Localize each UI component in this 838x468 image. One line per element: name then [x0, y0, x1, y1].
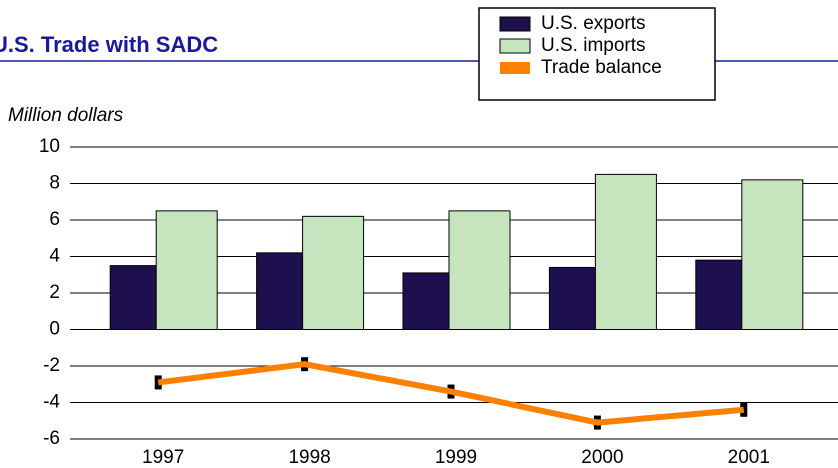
legend-swatch	[500, 62, 530, 74]
legend-label: Trade balance	[541, 57, 662, 78]
chart-title: U.S. Trade with SADC	[0, 32, 218, 57]
bar	[741, 179, 804, 330]
y-tick-label: 10	[39, 136, 60, 157]
bar	[695, 259, 743, 330]
bar	[256, 252, 304, 331]
legend-label: U.S. imports	[541, 35, 646, 56]
y-tick-label: 2	[49, 282, 60, 303]
y-tick-label: 8	[49, 173, 60, 194]
x-tick-label: 1998	[288, 447, 330, 468]
bar	[448, 210, 511, 330]
y-tick-label: 0	[49, 319, 60, 340]
x-tick-label: 2000	[581, 447, 623, 468]
bar	[402, 272, 450, 330]
y-tick-label: -6	[43, 428, 60, 449]
bar	[594, 173, 657, 330]
x-tick-label: 1999	[435, 447, 477, 468]
x-tick-label: 2001	[728, 447, 770, 468]
legend-label: U.S. exports	[541, 13, 646, 34]
x-tick-label: 1997	[142, 447, 184, 468]
bar	[302, 215, 365, 331]
y-tick-label: 6	[49, 209, 60, 230]
y-tick-label: -2	[43, 355, 60, 376]
bar	[548, 266, 596, 331]
bar	[109, 265, 157, 330]
bar	[155, 210, 218, 330]
line	[157, 361, 745, 426]
y-tick-label: 4	[49, 246, 60, 267]
legend-swatch	[499, 16, 531, 32]
y-tick-label: -4	[43, 392, 60, 413]
legend-swatch	[499, 38, 531, 54]
y-axis-label: Million dollars	[8, 105, 124, 126]
